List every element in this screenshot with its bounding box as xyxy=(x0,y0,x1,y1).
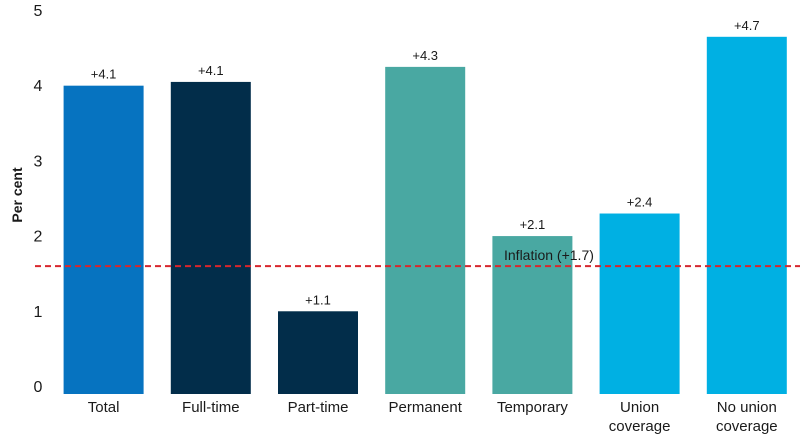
data-label: +2.1 xyxy=(520,217,546,232)
data-label: +4.3 xyxy=(412,48,438,63)
x-tick-label: Permanent xyxy=(389,399,463,416)
inflation-label: Inflation (+1.7) xyxy=(504,247,594,263)
y-axis-label: Per cent xyxy=(9,167,25,223)
y-axis: 0 1 2 3 4 5 xyxy=(34,3,43,396)
bar xyxy=(599,213,680,394)
data-label: +4.1 xyxy=(198,63,224,78)
bar xyxy=(385,66,466,394)
y-tick-label: 4 xyxy=(34,78,43,95)
data-label: +1.1 xyxy=(305,292,331,307)
x-tick-label: Part-time xyxy=(288,399,349,416)
bar xyxy=(278,311,358,394)
y-tick-label: 5 xyxy=(34,3,43,20)
y-tick-label: 2 xyxy=(34,229,43,246)
x-tick-label: Full-time xyxy=(182,399,240,416)
y-tick-label: 3 xyxy=(34,153,43,170)
data-label: +2.4 xyxy=(627,195,653,210)
x-tick-label: Total xyxy=(88,399,120,416)
y-tick-label: 1 xyxy=(34,304,43,321)
y-tick-label: 0 xyxy=(34,379,43,396)
bar xyxy=(492,236,573,394)
data-label: +4.7 xyxy=(734,18,760,33)
inflation-reference: Inflation (+1.7) xyxy=(35,247,800,268)
data-labels: +4.1 +4.1 +1.1 +4.3 +2.1 +2.4 +4.7 xyxy=(91,18,760,307)
bar xyxy=(63,85,144,395)
data-label: +4.1 xyxy=(91,67,117,82)
x-tick-label: No union coverage xyxy=(716,399,778,435)
x-axis: Total Full-time Part-time Permanent Temporar… xyxy=(88,399,778,435)
x-tick-label: Temporary xyxy=(497,399,568,416)
bar xyxy=(706,36,787,395)
bars xyxy=(63,36,787,395)
bar xyxy=(170,81,251,395)
x-tick-label: Union coverage xyxy=(609,399,671,435)
